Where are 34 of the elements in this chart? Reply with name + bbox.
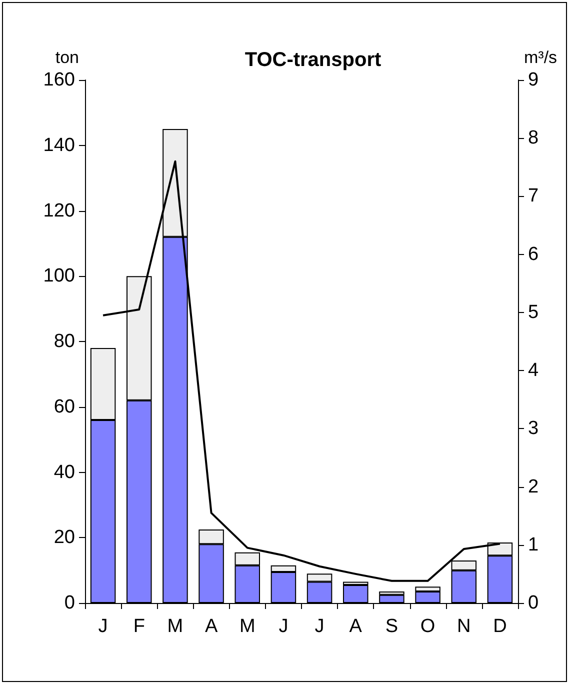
x-tick-label: J [278,616,288,637]
y2-tick-label: 2 [528,476,539,498]
x-tick-label: N [457,616,471,637]
chart-title: TOC-transport [244,49,382,71]
y2-tick-label: 8 [528,128,539,149]
x-tick-label: D [493,616,507,637]
y-tick-label: 160 [43,70,75,90]
y2-tick-label: 5 [528,302,539,323]
y-tick-label: 20 [54,527,75,548]
y2-tick-label: 3 [528,418,539,440]
x-tick-label: A [204,616,218,637]
x-tick-label: O [420,616,436,637]
x-tick-label: J [314,616,324,637]
y2-tick-label: 6 [528,244,539,265]
y2-tick-label: 7 [528,186,539,207]
y-tick-label: 120 [43,200,75,222]
y2-tick-label: 9 [528,70,539,90]
y-axis-title: ton [55,48,79,67]
x-tick-label: F [133,616,145,637]
x-tick-label: S [385,616,398,637]
x-tick-label: M [167,616,184,637]
y2-tick-label: 0 [528,592,539,614]
x-tick-label: M [239,616,256,637]
y-tick-label: 60 [54,396,75,418]
y2-tick-label: 4 [528,360,539,382]
y-tick-label: 40 [54,462,75,483]
y2-tick-label: 1 [528,534,539,556]
y-tick-label: 140 [43,134,75,156]
x-tick-label: J [98,616,108,637]
y2-axis-title: m³/s [524,48,558,67]
x-tick-label: A [349,616,362,637]
y-tick-label: 80 [54,331,75,352]
y-tick-label: 100 [43,266,75,287]
y-tick-label: 0 [64,592,75,614]
